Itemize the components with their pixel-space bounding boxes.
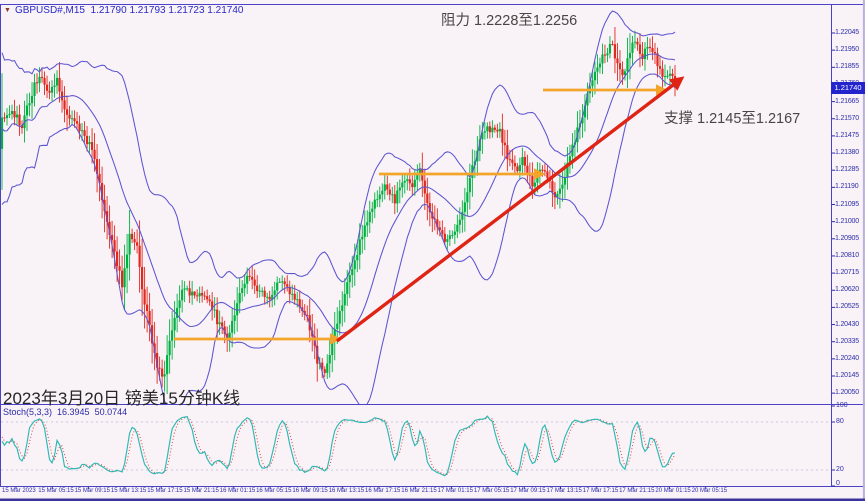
- stoch-indicator-label: Stoch(5,3,3) 16.3945 50.0744: [3, 407, 132, 417]
- support-label: 支撑 1.2145至1.2167: [664, 111, 801, 127]
- price-tick-label: 1.20050: [835, 389, 859, 397]
- time-tick-label: 15 Mar 09:15: [74, 488, 110, 494]
- price-tick-label: 1.21950: [835, 46, 859, 54]
- time-tick-label: 16 Mar 13:15: [328, 488, 365, 494]
- price-tick-label: 1.20905: [835, 234, 859, 242]
- price-tick-label: 1.20240: [835, 354, 859, 362]
- price-tick-label: 1.21285: [835, 166, 859, 174]
- time-tick-label: 16 Mar 21:15: [401, 488, 437, 494]
- resistance-label: 阻力 1.2228至1.2256: [441, 13, 578, 29]
- time-tick-label: 17 Mar 05:15: [473, 488, 510, 494]
- price-tick-label: 1.21380: [835, 149, 859, 157]
- time-tick-label: 17 Mar 09:15: [510, 488, 546, 494]
- time-tick-label: 17 Mar 13:15: [546, 488, 582, 494]
- time-tick-label: 16 Mar 05:15: [256, 488, 292, 494]
- time-tick-label: 15 Mar 05:15: [38, 488, 74, 494]
- price-tick-label: 1.21475: [835, 131, 859, 139]
- price-tick-label: 1.20525: [835, 303, 859, 311]
- price-tick-label: 1.21095: [835, 200, 859, 208]
- price-tick-label: 1.20620: [835, 286, 859, 294]
- time-tick-label: 17 Mar 17:15: [582, 488, 619, 494]
- stoch-name: Stoch(5,3,3): [3, 407, 53, 417]
- stoch-tick-label: 100: [836, 402, 848, 409]
- stoch-main-line: [1, 415, 676, 477]
- time-tick-label: 16 Mar 01:15: [219, 488, 256, 494]
- time-tick-label: 16 Mar 09:15: [292, 488, 328, 494]
- price-tick-label: 1.20145: [835, 372, 859, 379]
- title-bar: ▼ GBPUSD#,M15 1.21790 1.21793 1.21723 1.…: [4, 5, 243, 16]
- time-tick-label: 15 Mar 2023: [2, 488, 36, 494]
- stochastic-pane: [1, 415, 831, 477]
- price-tick-label: 1.21665: [835, 97, 859, 105]
- analysis-overlays: [174, 76, 685, 345]
- time-tick-label: 17 Mar 01:15: [437, 488, 473, 494]
- bollinger-bands: [1, 10, 676, 404]
- stoch-signal-line: [1, 416, 676, 476]
- stoch-signal-value: 50.0744: [94, 407, 128, 417]
- price-tick-label: 1.20335: [835, 337, 859, 345]
- chart-title: GBPUSD#,M15 1.21790 1.21793 1.21723 1.21…: [14, 5, 244, 16]
- price-tick-label: 1.20715: [835, 269, 859, 277]
- stoch-tick-label: 80: [836, 418, 844, 425]
- price-tick-label: 1.21855: [835, 63, 859, 71]
- price-tick-label: 1.21190: [835, 183, 859, 191]
- price-tick-label: 1.21000: [835, 217, 859, 225]
- price-tick-label: 1.22045: [835, 29, 859, 36]
- time-tick-label: 15 Mar 17:15: [147, 488, 183, 494]
- stoch-main-value: 16.3945: [57, 407, 90, 417]
- time-tick-label: 15 Mar 13:15: [110, 488, 147, 494]
- price-tick-label: 1.21570: [835, 114, 859, 122]
- time-tick-label: 20 Mar 05:15: [691, 488, 728, 494]
- time-tick-label: 17 Mar 21:15: [619, 488, 655, 494]
- stoch-tick-label: 0: [836, 480, 840, 487]
- stoch-tick-label: 20: [836, 466, 844, 473]
- time-tick-label: 20 Mar 01:15: [655, 488, 691, 494]
- time-tick-label: 15 Mar 21:15: [183, 488, 219, 494]
- chart-caption: 2023年3月20日 镑美15分钟K线: [3, 389, 241, 408]
- price-tick-label: 1.20430: [835, 320, 859, 328]
- current-price-tag: 1.21740: [831, 82, 865, 94]
- price-tick-label: 1.20810: [835, 251, 859, 259]
- time-tick-label: 16 Mar 17:15: [365, 488, 401, 494]
- symbol-dropdown-icon[interactable]: ▼: [4, 6, 11, 14]
- trend-line[interactable]: [335, 76, 685, 343]
